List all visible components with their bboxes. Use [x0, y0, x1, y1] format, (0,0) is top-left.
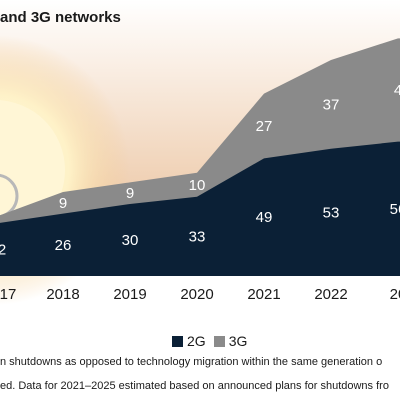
value-label-3g: 9 [59, 195, 67, 212]
x-tick-label: 2021 [247, 286, 280, 303]
x-tick-label: 2018 [46, 286, 79, 303]
sun-ring [0, 173, 19, 219]
legend-label-3g: 3G [228, 333, 248, 349]
value-label-2g: 33 [189, 228, 206, 245]
value-label-3g: 4 [394, 82, 400, 99]
value-label-2g: 30 [122, 232, 139, 249]
value-label-2g: 2 [0, 242, 6, 259]
x-tick-label: 2022 [314, 286, 347, 303]
legend-item-2g: 2G [172, 333, 206, 349]
legend-swatch-3g [213, 335, 225, 347]
value-label-3g: 10 [189, 177, 206, 194]
legend-item-3g: 3G [213, 333, 248, 349]
value-label-2g: 26 [55, 237, 72, 254]
footnote-line-2: ed. Data for 2021–2025 estimated based o… [0, 380, 389, 392]
x-tick-label: 17 [0, 286, 16, 303]
value-label-3g: 9 [126, 185, 134, 202]
value-label-2g: 53 [323, 204, 340, 221]
footnote-line-1: n shutdowns as opposed to technology mig… [0, 356, 383, 368]
value-label-2g: 56 [390, 201, 400, 218]
legend-label-2g: 2G [187, 333, 206, 349]
area-2g [0, 141, 400, 276]
value-label-3g: 27 [256, 118, 273, 135]
chart-legend: 2G 3G [172, 333, 255, 349]
x-tick-label: 2020 [180, 286, 213, 303]
chart-title: and 3G networks [0, 9, 121, 26]
legend-swatch-2g [172, 335, 183, 347]
x-tick-label: 20 [390, 286, 400, 303]
value-label-2g: 49 [256, 209, 273, 226]
value-label-3g: 37 [323, 96, 340, 113]
x-tick-label: 2019 [113, 286, 146, 303]
